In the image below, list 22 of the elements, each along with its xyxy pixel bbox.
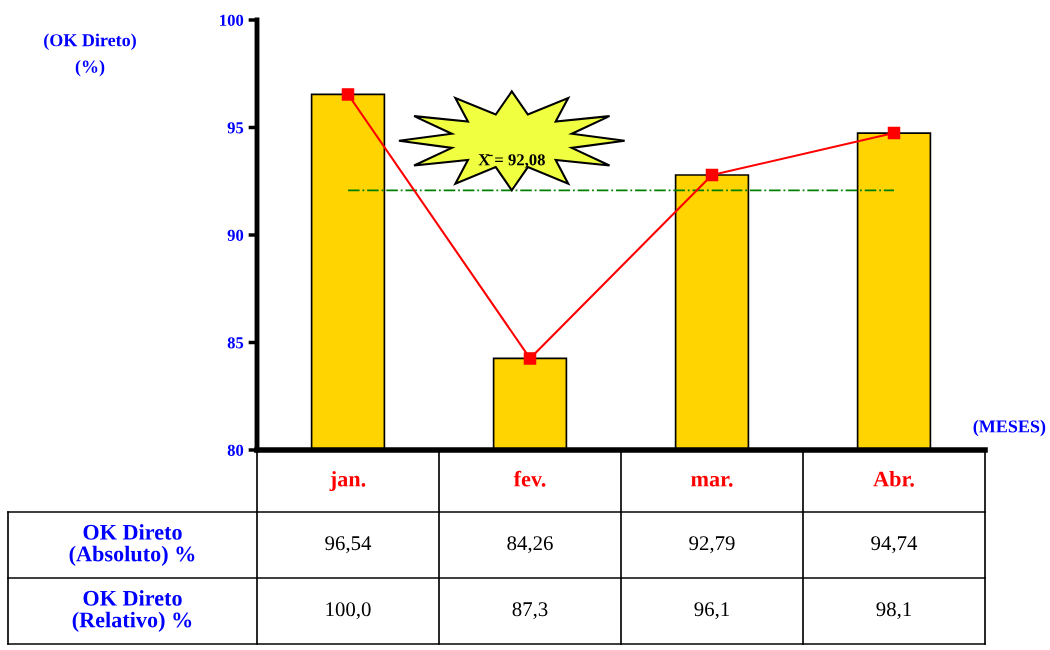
x-tick-label: jan. [329, 470, 366, 492]
y-axis-title: (OK Direto) (%) [44, 33, 136, 77]
data-label: 84,26 [507, 536, 553, 554]
x-axis-title: (MESES) [973, 419, 1046, 437]
data-label: 92,79 [689, 536, 735, 554]
y-tick-label: 100 [220, 14, 244, 26]
text: 100,0 [326, 602, 371, 620]
x-tick-label: fev. [513, 470, 546, 487]
text: 87,3 [512, 602, 548, 620]
text: OK Direto (Relativo) % [72, 590, 192, 632]
data-label: 94,74 [871, 536, 918, 554]
text: 96,1 [694, 602, 729, 620]
ref-line-label: X̄ = 92,08 [478, 154, 545, 168]
text: OK Direto (Absoluto) % [69, 524, 195, 566]
y-tick-label: 90 [227, 229, 244, 241]
x-tick-label: Abr. [873, 470, 914, 487]
x-tick-label: mar. [691, 475, 733, 487]
text: 98,1 [876, 602, 911, 620]
data-label: 96,54 [325, 536, 372, 554]
y-tick-label: 85 [227, 337, 244, 349]
y-tick-label: 80 [227, 444, 244, 456]
y-tick-label: 95 [227, 122, 244, 134]
